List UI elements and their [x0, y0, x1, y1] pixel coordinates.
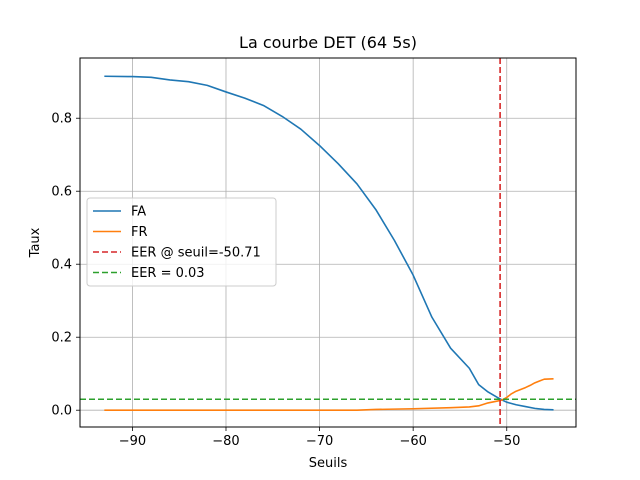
y-tick-label: 0.4	[51, 258, 72, 273]
legend-box	[86, 197, 277, 287]
legend-label: EER @ seuil=-50.71	[131, 246, 261, 261]
x-tick-label: −60	[399, 434, 426, 449]
x-axis-title: Seuils	[309, 456, 348, 471]
legend-label: FA	[131, 205, 146, 220]
y-tick-label: 0.6	[51, 185, 72, 200]
y-tick-label: 0.0	[51, 404, 72, 419]
ticks: −90 −80 −70 −60 −50 0.0 0.2 0.4 0.6 0.8	[51, 112, 520, 449]
y-axis-title: Taux	[28, 227, 43, 258]
axes-frame	[79, 57, 577, 428]
y-tick-label: 0.2	[51, 331, 72, 346]
chart-title: La courbe DET (64 5s)	[239, 33, 417, 52]
legend: FA FR EER @ seuil=-50.71 EER = 0.03	[86, 197, 277, 287]
series-line-fr	[104, 378, 554, 412]
y-tick-label: 0.8	[51, 112, 72, 127]
x-tick-label: −80	[212, 434, 239, 449]
legend-label: FR	[131, 225, 148, 240]
x-tick-label: −70	[306, 434, 333, 449]
series-line-fa	[104, 75, 554, 411]
legend-label: EER = 0.03	[131, 266, 205, 281]
plot-area	[80, 58, 576, 427]
x-tick-label: −50	[493, 434, 520, 449]
x-tick-label: −90	[119, 434, 146, 449]
